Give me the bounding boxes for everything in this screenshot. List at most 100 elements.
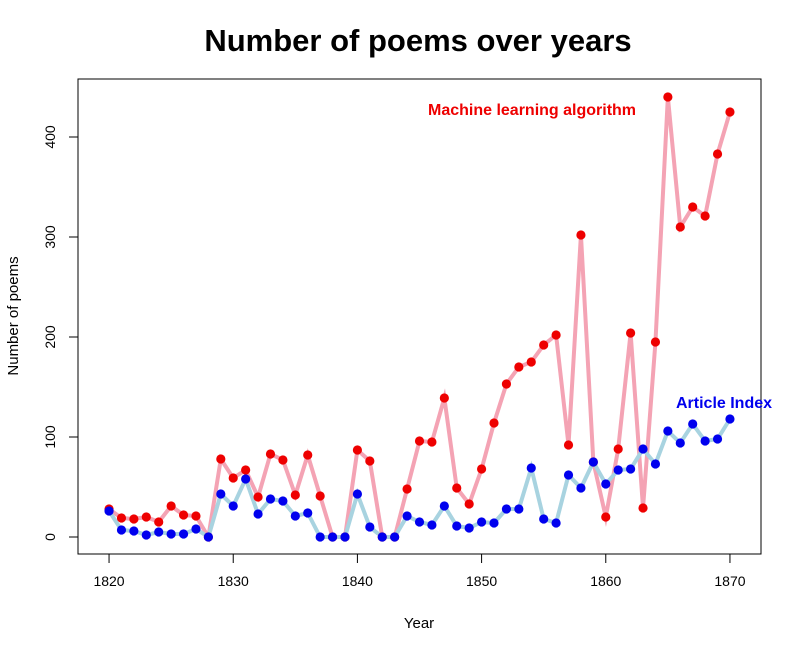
data-point-article-index	[377, 532, 387, 542]
data-point-machine-learning-algorithm	[663, 92, 673, 102]
data-point-article-index	[725, 414, 735, 424]
data-point-machine-learning-algorithm	[278, 455, 288, 465]
data-point-machine-learning-algorithm	[601, 512, 611, 522]
data-point-article-index	[390, 532, 400, 542]
data-point-machine-learning-algorithm	[626, 328, 636, 338]
data-point-machine-learning-algorithm	[439, 393, 449, 403]
data-point-machine-learning-algorithm	[650, 337, 661, 347]
data-point-machine-learning-algorithm	[700, 211, 710, 221]
data-point-article-index	[638, 444, 648, 454]
annotation-article-index: Article Index	[676, 395, 772, 412]
data-point-article-index	[290, 511, 300, 521]
data-point-machine-learning-algorithm	[365, 456, 375, 466]
data-point-article-index	[228, 501, 238, 511]
x-tick-label: 1820	[93, 573, 124, 589]
annotation-machine-learning: Machine learning algorithm	[428, 102, 636, 119]
data-point-article-index	[626, 464, 636, 474]
data-point-article-index	[675, 438, 685, 448]
data-point-article-index	[278, 496, 288, 506]
data-point-article-index	[191, 524, 201, 534]
data-point-article-index	[700, 436, 710, 446]
data-point-article-index	[365, 522, 375, 532]
y-tick-label: 0	[42, 533, 58, 541]
data-point-machine-learning-algorithm	[501, 379, 512, 389]
data-point-article-index	[265, 494, 276, 504]
data-point-machine-learning-algorithm	[414, 436, 425, 446]
x-tick-label: 1840	[342, 573, 373, 589]
data-point-article-index	[340, 532, 350, 542]
data-point-machine-learning-algorithm	[315, 491, 325, 501]
data-point-machine-learning-algorithm	[166, 501, 176, 511]
y-axis: 0 100 200 300 400	[42, 125, 79, 541]
data-point-article-index	[688, 419, 698, 429]
y-tick-label: 300	[42, 225, 58, 249]
data-point-machine-learning-algorithm	[265, 449, 276, 459]
data-point-article-index	[104, 506, 114, 516]
data-point-machine-learning-algorithm	[216, 454, 226, 464]
data-point-article-index	[315, 532, 325, 542]
data-point-article-index	[613, 465, 623, 475]
data-point-article-index	[116, 525, 127, 535]
y-tick-label: 400	[42, 125, 58, 149]
data-point-article-index	[203, 532, 213, 542]
data-point-article-index	[663, 426, 673, 436]
data-point-article-index	[303, 508, 313, 518]
data-point-article-index	[476, 517, 487, 527]
data-point-article-index	[439, 501, 449, 511]
data-point-article-index	[178, 529, 189, 539]
y-axis-label: Number of poems	[5, 256, 22, 375]
data-point-machine-learning-algorithm	[489, 418, 499, 428]
data-point-machine-learning-algorithm	[352, 445, 363, 455]
data-point-article-index	[154, 527, 164, 537]
data-point-article-index	[253, 509, 263, 519]
data-point-machine-learning-algorithm	[241, 465, 251, 475]
y-tick-label: 200	[42, 325, 58, 349]
data-point-article-index	[241, 474, 251, 484]
data-point-machine-learning-algorithm	[228, 473, 238, 483]
data-point-machine-learning-algorithm	[539, 340, 549, 350]
data-point-article-index	[402, 511, 412, 521]
data-point-article-index	[464, 523, 474, 533]
data-point-machine-learning-algorithm	[154, 517, 164, 527]
data-point-machine-learning-algorithm	[576, 230, 586, 240]
data-point-machine-learning-algorithm	[476, 464, 487, 474]
data-point-article-index	[601, 479, 611, 489]
data-point-article-index	[539, 514, 549, 524]
data-point-machine-learning-algorithm	[551, 330, 561, 340]
data-point-article-index	[563, 470, 574, 480]
data-point-article-index	[216, 489, 226, 499]
data-point-machine-learning-algorithm	[675, 222, 685, 232]
data-point-article-index	[166, 529, 176, 539]
data-point-article-index	[588, 457, 598, 467]
data-point-machine-learning-algorithm	[464, 499, 474, 509]
x-axis-label: Year	[404, 615, 434, 632]
data-point-machine-learning-algorithm	[253, 492, 263, 502]
x-tick-label: 1830	[218, 573, 249, 589]
data-point-machine-learning-algorithm	[116, 513, 127, 523]
data-point-article-index	[452, 521, 462, 531]
data-point-article-index	[129, 526, 139, 536]
data-point-machine-learning-algorithm	[303, 450, 313, 460]
data-point-machine-learning-algorithm	[141, 512, 151, 522]
data-point-article-index	[489, 518, 499, 528]
data-point-article-index	[427, 520, 437, 530]
data-point-article-index	[327, 532, 338, 542]
data-point-machine-learning-algorithm	[178, 510, 189, 520]
data-point-machine-learning-algorithm	[725, 107, 735, 117]
data-point-machine-learning-algorithm	[402, 484, 412, 494]
x-axis: 1820 1830 1840 1850 1860 1870	[93, 553, 746, 589]
x-tick-label: 1850	[466, 573, 497, 589]
data-point-machine-learning-algorithm	[427, 437, 437, 447]
y-tick-label: 100	[42, 425, 58, 449]
data-point-article-index	[514, 504, 524, 514]
data-point-machine-learning-algorithm	[712, 149, 723, 159]
series-points	[104, 92, 735, 542]
data-point-machine-learning-algorithm	[290, 490, 300, 500]
data-point-article-index	[501, 504, 512, 514]
data-point-machine-learning-algorithm	[129, 514, 139, 524]
data-point-article-index	[712, 434, 723, 444]
data-point-article-index	[551, 518, 561, 528]
data-point-machine-learning-algorithm	[514, 362, 524, 372]
x-tick-label: 1870	[714, 573, 745, 589]
